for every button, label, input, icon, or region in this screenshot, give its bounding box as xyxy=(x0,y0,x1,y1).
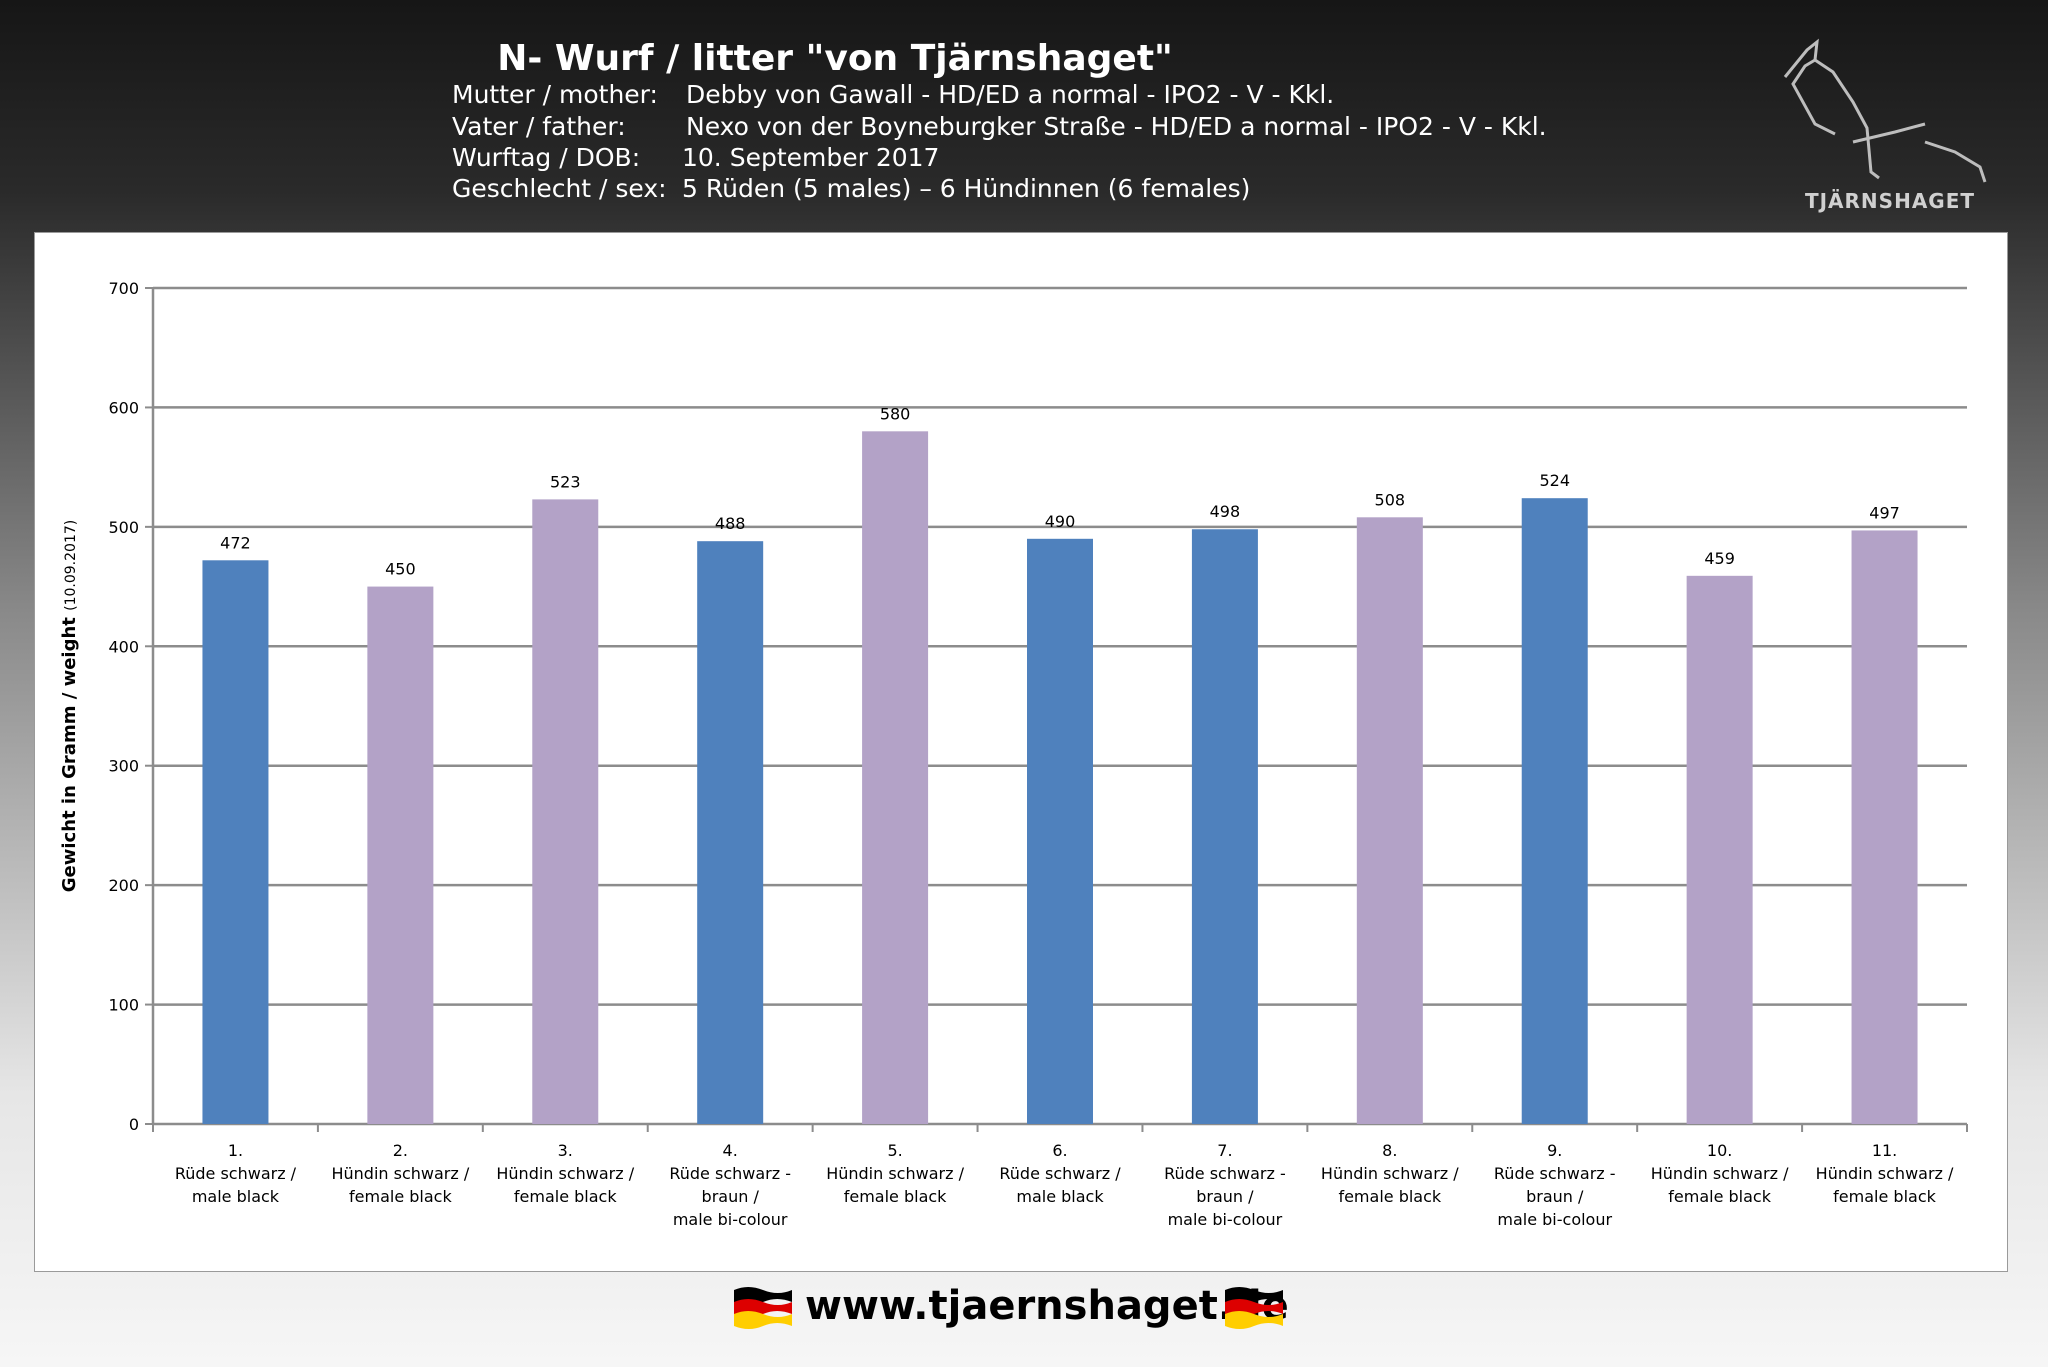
x-tick-label: Hündin schwarz / xyxy=(826,1164,964,1183)
x-tick-label: 1. xyxy=(228,1141,243,1160)
y-tick-label: 100 xyxy=(108,996,139,1015)
x-tick-label: Rüde schwarz - xyxy=(1494,1164,1616,1183)
x-tick-label: male black xyxy=(192,1187,280,1206)
dob-label: Wurftag / DOB: xyxy=(452,143,641,172)
x-tick-label: female black xyxy=(1338,1187,1441,1206)
y-tick-label: 0 xyxy=(129,1115,139,1134)
bar xyxy=(532,499,599,1125)
y-tick-label: 700 xyxy=(108,279,139,298)
bar xyxy=(367,586,434,1124)
x-tick-label: Hündin schwarz / xyxy=(1321,1164,1459,1183)
x-tick-label: female black xyxy=(1668,1187,1771,1206)
bar xyxy=(1191,529,1258,1124)
data-label: 580 xyxy=(880,404,911,423)
x-tick-label: female black xyxy=(514,1187,617,1206)
logo-text: TJÄRNSHAGET xyxy=(1804,189,1976,213)
x-tick-label: female black xyxy=(844,1187,947,1206)
data-label: 508 xyxy=(1375,490,1406,509)
data-label: 497 xyxy=(1869,503,1900,522)
y-tick-label: 300 xyxy=(108,757,139,776)
sex-value: 5 Rüden (5 males) – 6 Hündinnen (6 femal… xyxy=(682,174,1251,203)
y-tick-label: 200 xyxy=(108,876,139,895)
data-label: 488 xyxy=(715,514,746,533)
x-tick-label: 6. xyxy=(1052,1141,1067,1160)
x-tick-label: Rüde schwarz / xyxy=(999,1164,1121,1183)
bar xyxy=(697,541,764,1124)
bar xyxy=(862,431,929,1124)
x-tick-label: Rüde schwarz - xyxy=(1164,1164,1286,1183)
bar xyxy=(1356,517,1423,1124)
german-flag-icon-right xyxy=(1225,1287,1283,1329)
father-label: Vater / father: xyxy=(452,112,626,141)
x-tick-label: braun / xyxy=(702,1187,760,1206)
x-tick-label: 8. xyxy=(1382,1141,1397,1160)
x-tick-label: Rüde schwarz - xyxy=(669,1164,791,1183)
x-tick-label: male bi-colour xyxy=(1168,1210,1283,1229)
x-tick-label: braun / xyxy=(1526,1187,1584,1206)
bar xyxy=(202,560,269,1124)
y-tick-label: 600 xyxy=(108,398,139,417)
x-tick-label: 7. xyxy=(1217,1141,1232,1160)
y-axis-title-main: Gewicht in Gramm / weight xyxy=(59,611,80,892)
data-label: 498 xyxy=(1210,502,1241,521)
bar xyxy=(1027,538,1093,1124)
x-tick-label: Hündin schwarz / xyxy=(1651,1164,1789,1183)
page-title: N- Wurf / litter "von Tjärnshaget" xyxy=(497,38,1173,79)
x-tick-label: 9. xyxy=(1547,1141,1562,1160)
data-label: 459 xyxy=(1704,549,1735,568)
x-tick-label: female black xyxy=(1833,1187,1936,1206)
mother-label: Mutter / mother: xyxy=(452,80,658,109)
x-tick-label: Hündin schwarz / xyxy=(331,1164,469,1183)
x-tick-label: 4. xyxy=(723,1141,738,1160)
mother-value: Debby von Gawall - HD/ED a normal - IPO2… xyxy=(686,80,1335,109)
weight-chart: 0 100 200 300 400 500 600 700 472 1. Rüde schwarz … xyxy=(59,279,1968,1229)
x-tick-label: male black xyxy=(1016,1187,1104,1206)
dob-value: 10. September 2017 xyxy=(682,143,940,172)
dog-head-icon xyxy=(1783,38,1987,183)
x-tick-label: braun / xyxy=(1196,1187,1254,1206)
bar xyxy=(1521,498,1588,1124)
y-tick-label: 500 xyxy=(108,518,139,537)
data-label: 524 xyxy=(1539,471,1570,490)
x-tick-label: female black xyxy=(349,1187,452,1206)
data-label: 523 xyxy=(550,472,581,491)
bar xyxy=(1851,530,1918,1124)
y-axis-title-suffix: (10.09.2017) xyxy=(63,520,79,611)
data-label: 472 xyxy=(220,533,251,552)
x-tick-label: Hündin schwarz / xyxy=(496,1164,634,1183)
x-tick-label: 10. xyxy=(1707,1141,1732,1160)
y-tick-label: 400 xyxy=(108,637,139,656)
sex-label: Geschlecht / sex: xyxy=(452,174,667,203)
x-tick-label: 2. xyxy=(393,1141,408,1160)
x-tick-label: Hündin schwarz / xyxy=(1816,1164,1954,1183)
x-tick-label: male bi-colour xyxy=(673,1210,788,1229)
x-tick-label: 5. xyxy=(887,1141,902,1160)
x-tick-label: male bi-colour xyxy=(1497,1210,1612,1229)
website-link[interactable]: www.tjaernshaget.de xyxy=(805,1283,1289,1329)
data-label: 450 xyxy=(385,560,416,579)
german-flag-icon-left xyxy=(734,1287,792,1329)
data-label: 490 xyxy=(1045,512,1076,531)
x-tick-label: 3. xyxy=(558,1141,573,1160)
x-tick-label: 11. xyxy=(1872,1141,1897,1160)
father-value: Nexo von der Boyneburgker Straße - HD/ED… xyxy=(686,112,1547,141)
y-axis-title: Gewicht in Gramm / weight (10.09.2017) xyxy=(59,520,80,892)
x-tick-label: Rüde schwarz / xyxy=(175,1164,297,1183)
chart-panel: 0 100 200 300 400 500 600 700 472 1. Rüde schwarz … xyxy=(34,232,2008,1272)
bar xyxy=(1686,575,1753,1124)
